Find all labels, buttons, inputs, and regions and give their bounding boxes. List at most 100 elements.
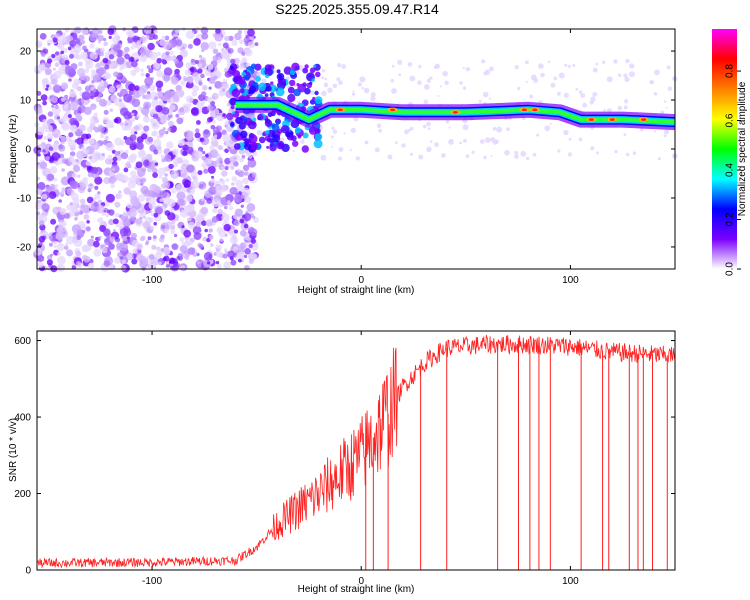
noise-blob (123, 226, 131, 234)
noise-blob (459, 81, 463, 85)
noise-blob (255, 76, 261, 82)
noise-blob (64, 66, 74, 75)
noise-blob (204, 201, 208, 205)
noise-blob (93, 248, 102, 257)
noise-blob (136, 168, 146, 177)
noise-blob (201, 100, 206, 105)
noise-blob (234, 229, 238, 234)
noise-blob (235, 179, 243, 188)
noise-blob (193, 232, 202, 240)
noise-blob (87, 99, 91, 103)
noise-blob (171, 219, 176, 224)
noise-blob (170, 225, 176, 230)
noise-blob (36, 126, 45, 136)
noise-blob (37, 182, 46, 191)
noise-blob (49, 156, 54, 162)
noise-blob (162, 246, 171, 255)
noise-blob (624, 99, 629, 104)
noise-blob (195, 221, 201, 228)
noise-blob (194, 150, 203, 159)
noise-blob (478, 99, 482, 103)
noise-blob (208, 86, 212, 90)
noise-blob (200, 207, 208, 215)
noise-blob (664, 129, 670, 135)
noise-blob (151, 167, 158, 174)
noise-blob (623, 73, 628, 78)
noise-blob (96, 62, 101, 68)
noise-blob (185, 30, 195, 40)
noise-blob (76, 261, 82, 266)
noise-blob (181, 225, 185, 229)
noise-blob (129, 190, 138, 199)
noise-blob (222, 253, 228, 259)
noise-blob (336, 77, 341, 82)
noise-blob (213, 108, 220, 115)
noise-blob (48, 86, 53, 91)
noise-blob (157, 149, 163, 155)
noise-blob (69, 40, 77, 47)
noise-blob (40, 94, 48, 101)
noise-blob (229, 235, 238, 244)
noise-blob (130, 153, 137, 160)
noise-blob (131, 239, 139, 248)
noise-blob (156, 70, 163, 78)
noise-blob (102, 116, 110, 124)
snr-y-label: SNR (10 * v/v) (8, 418, 19, 482)
noise-blob (442, 70, 448, 77)
noise-blob (223, 261, 232, 269)
noise-blob (120, 107, 129, 116)
noise-blob (524, 60, 529, 65)
noise-blob (204, 228, 208, 233)
noise-blob (175, 113, 180, 118)
noise-blob (660, 110, 665, 115)
noise-blob (218, 157, 223, 162)
noise-blob (78, 186, 86, 194)
noise-blob (175, 183, 185, 193)
noise-blob (614, 149, 618, 154)
noise-blob (207, 63, 214, 71)
noise-blob (222, 42, 229, 49)
noise-blob (211, 150, 219, 158)
noise-blob (180, 80, 186, 86)
noise-blob (179, 265, 186, 271)
noise-blob (153, 149, 159, 155)
noise-blob (485, 137, 491, 144)
noise-blob (404, 129, 410, 135)
noise-blob (277, 69, 281, 74)
noise-blob (111, 167, 116, 172)
noise-blob (243, 116, 248, 122)
noise-blob (230, 189, 234, 193)
noise-blob (170, 56, 175, 62)
noise-blob (179, 245, 188, 254)
noise-blob (90, 235, 94, 239)
snr-plot-area (37, 331, 675, 570)
noise-blob (251, 172, 257, 178)
noise-blob (321, 76, 325, 80)
noise-blob (170, 187, 177, 194)
noise-blob (145, 153, 153, 161)
noise-blob (212, 208, 218, 214)
noise-blob (61, 168, 65, 172)
noise-blob (239, 157, 244, 163)
noise-blob (47, 133, 54, 140)
noise-blob (125, 149, 129, 153)
noise-blob (113, 32, 118, 36)
noise-blob (450, 139, 453, 142)
noise-blob (613, 59, 618, 64)
noise-blob (196, 120, 201, 125)
noise-blob (120, 265, 127, 271)
noise-blob (115, 212, 120, 218)
noise-blob (482, 91, 489, 98)
noise-blob (304, 64, 309, 69)
noise-blob (311, 78, 315, 82)
noise-blob (264, 130, 270, 135)
noise-blob (165, 51, 170, 56)
x-tick-label: -100 (142, 275, 162, 286)
noise-blob (43, 136, 48, 140)
noise-blob (175, 89, 185, 98)
noise-blob (174, 233, 178, 238)
noise-blob (184, 194, 193, 203)
noise-blob (143, 101, 152, 110)
noise-blob (114, 201, 121, 208)
noise-blob (488, 97, 491, 100)
